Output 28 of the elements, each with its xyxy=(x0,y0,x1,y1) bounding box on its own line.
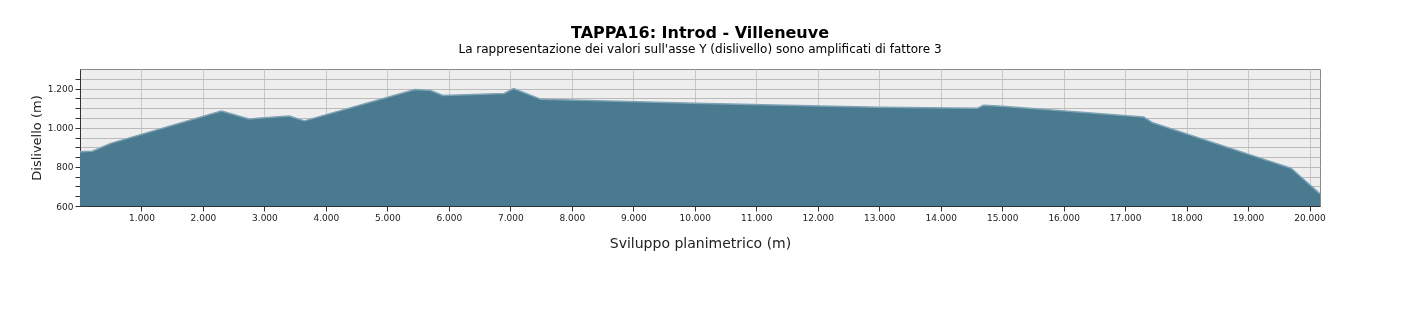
x-tick-label: 19.000 xyxy=(1232,212,1265,223)
y-tick-label: 1.000 xyxy=(47,123,74,134)
x-axis-title: Sviluppo planimetrico (m) xyxy=(609,234,792,251)
x-tick-label: 3.000 xyxy=(252,212,279,223)
chart-subtitle: La rappresentazione dei valori sull'asse Y (dislivello) sono amplificati di fattore 3 xyxy=(458,42,942,56)
x-tick-label: 1.000 xyxy=(129,212,156,223)
x-tick-label: 4.000 xyxy=(313,212,340,223)
x-tick-label: 5.000 xyxy=(375,212,402,223)
x-tick-label: 14.000 xyxy=(925,212,958,223)
x-tick-label: 17.000 xyxy=(1109,212,1142,223)
y-tick-label: 600 xyxy=(56,201,74,212)
y-tick-label: 1.200 xyxy=(47,84,74,95)
x-tick-label: 15.000 xyxy=(986,212,1019,223)
x-tick-label: 2.000 xyxy=(190,212,217,223)
chart-title: TAPPA16: Introd - Villeneuve xyxy=(570,23,830,42)
x-tick-label: 20.000 xyxy=(1294,212,1327,223)
x-tick-label: 9.000 xyxy=(620,212,647,223)
x-tick-label: 13.000 xyxy=(863,212,896,223)
x-tick-label: 10.000 xyxy=(679,212,712,223)
x-tick-label: 11.000 xyxy=(741,212,773,223)
y-tick-label: 800 xyxy=(56,162,74,173)
y-axis-title: Dislivello (m) xyxy=(28,95,44,181)
x-tick-label: 16.000 xyxy=(1048,212,1081,223)
x-tick-label: 12.000 xyxy=(802,212,835,223)
x-tick-label: 7.000 xyxy=(497,212,524,223)
x-tick-label: 8.000 xyxy=(559,212,586,223)
x-tick-label: 6.000 xyxy=(436,212,463,223)
x-tick-label: 18.000 xyxy=(1171,212,1204,223)
